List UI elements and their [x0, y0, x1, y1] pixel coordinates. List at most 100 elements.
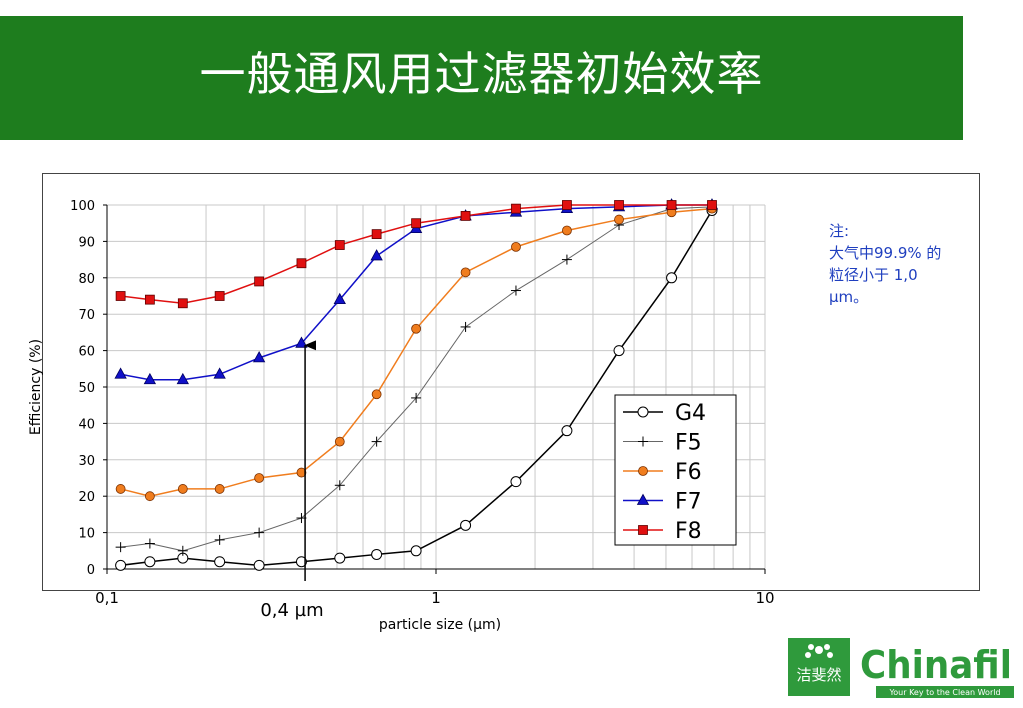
- logo-cn-text: 洁斐然: [796, 666, 841, 684]
- legend-marker: [638, 525, 648, 535]
- data-point-f7: [176, 372, 189, 385]
- chart-frame: [42, 173, 980, 591]
- data-point-f7: [213, 367, 226, 379]
- legend-item-f5: F5: [623, 431, 702, 456]
- legend-item-g4: G4: [623, 401, 706, 426]
- data-point-f8: [614, 200, 624, 210]
- y-tick-label: 10: [78, 527, 95, 542]
- y-tick-label: 20: [78, 490, 95, 505]
- data-point-f5: [411, 392, 422, 403]
- data-point-g4: [666, 272, 678, 284]
- data-point-f6: [371, 389, 382, 400]
- data-point-f8: [371, 229, 382, 240]
- data-point-f8: [334, 240, 345, 250]
- note-box: 注: 大气中99.9% 的 粒径小于 1,0 µm。: [829, 220, 979, 308]
- y-tick-label: 30: [78, 454, 95, 469]
- data-point-f8: [707, 200, 717, 210]
- data-point-f7: [252, 351, 266, 363]
- data-point-f8: [666, 200, 677, 210]
- legend-item-f6: F6: [623, 460, 702, 485]
- data-point-g4: [410, 545, 422, 557]
- data-point-g4: [295, 556, 307, 568]
- note-heading: 注:: [829, 222, 850, 240]
- flower-icon: [805, 644, 833, 658]
- y-axis-label: Efficiency (%): [28, 339, 44, 435]
- note-line: 大气中99.9% 的: [829, 244, 942, 262]
- legend-label: F5: [675, 431, 702, 456]
- data-point-g4: [371, 548, 383, 560]
- x-tick-label: 10: [755, 589, 774, 607]
- legend-item-f8: F8: [623, 519, 702, 544]
- data-point-f7: [114, 367, 127, 379]
- logo-tagline-bar: [876, 686, 1014, 698]
- data-point-f5: [115, 542, 126, 553]
- data-point-f5: [214, 534, 225, 545]
- data-point-f6: [144, 491, 155, 502]
- data-point-f5: [334, 480, 345, 491]
- data-point-g4: [144, 556, 156, 568]
- y-tick-label: 0: [87, 563, 95, 578]
- data-point-f8: [115, 291, 126, 301]
- legend-marker: [636, 493, 650, 505]
- y-tick-label: 40: [78, 417, 95, 432]
- legend-label: G4: [675, 401, 706, 426]
- legend-marker: [638, 436, 648, 447]
- data-point-g4: [214, 556, 226, 568]
- data-point-f7: [143, 372, 157, 385]
- data-point-f8: [144, 294, 155, 305]
- legend-box: [614, 394, 737, 546]
- data-point-f8: [460, 211, 471, 221]
- logo-brand: Chinafil: [860, 643, 1012, 687]
- y-tick-label: 50: [78, 381, 95, 396]
- legend-label: F7: [675, 490, 702, 515]
- data-point-f8: [562, 200, 572, 210]
- x-tick-label: 0,1: [95, 589, 119, 607]
- y-tick-label: 100: [70, 199, 95, 214]
- legend-marker: [637, 406, 649, 418]
- data-point-f5: [371, 436, 382, 447]
- data-point-f5: [561, 254, 572, 265]
- data-point-f6: [562, 225, 572, 236]
- legend-label: F6: [675, 460, 702, 485]
- axis-layer: 0 10 20 30 40 50 60 70 80 90 100 0,1 1 10: [70, 199, 774, 607]
- series-layer: [114, 198, 719, 571]
- data-point-f5: [510, 285, 521, 296]
- data-point-g4: [253, 559, 265, 571]
- series-f5: [115, 201, 717, 556]
- data-point-f6: [254, 473, 265, 483]
- data-point-f6: [614, 214, 624, 225]
- x-tick-label: 1: [431, 589, 441, 607]
- data-point-f5: [177, 545, 188, 556]
- data-point-f6: [296, 467, 307, 478]
- note-line: µm。: [829, 288, 869, 306]
- data-point-g4: [115, 559, 127, 571]
- data-point-f8: [511, 203, 521, 214]
- data-point-f6: [115, 484, 126, 494]
- legend-marker: [638, 466, 648, 476]
- data-point-f8: [296, 258, 307, 269]
- data-point-f7: [333, 292, 346, 305]
- data-point-f6: [460, 267, 471, 278]
- data-point-f7: [370, 249, 383, 261]
- data-point-f8: [214, 291, 225, 301]
- series-f8: [115, 200, 717, 309]
- y-tick-label: 70: [78, 308, 95, 323]
- data-point-f6: [334, 436, 345, 447]
- data-point-g4: [334, 552, 346, 564]
- data-point-f5: [460, 321, 471, 332]
- data-point-f5: [144, 538, 155, 549]
- data-point-f8: [177, 298, 188, 309]
- data-point-f8: [411, 218, 422, 229]
- data-point-f8: [254, 276, 265, 287]
- title-banner: 一般通风用过滤器初始效率: [0, 16, 963, 140]
- data-point-f6: [214, 484, 225, 494]
- series-g4: [115, 204, 718, 571]
- data-point-g4: [561, 425, 573, 437]
- y-tick-label: 60: [78, 345, 95, 360]
- data-point-g4: [510, 476, 522, 488]
- slide-title: 一般通风用过滤器初始效率: [199, 47, 764, 101]
- arrow-label: 0,4 µm: [260, 600, 323, 621]
- legend-item-f7: F7: [623, 490, 702, 515]
- y-tick-label: 90: [78, 235, 95, 250]
